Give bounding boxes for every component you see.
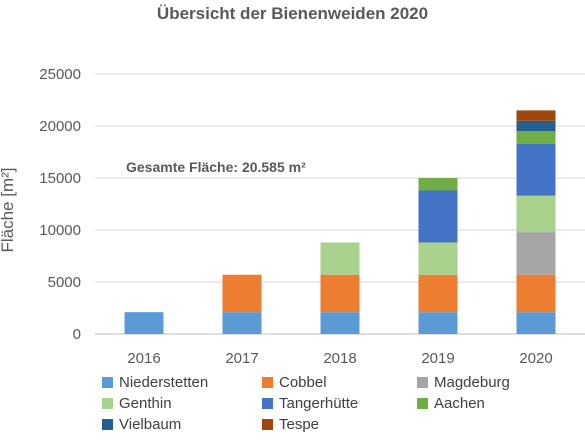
bar-segment-tangerhütte-2019 [418, 190, 458, 243]
legend-label: Magdeburg [434, 374, 510, 391]
legend-swatch [102, 377, 113, 388]
legend-swatch [102, 398, 113, 409]
legend-swatch [417, 377, 428, 388]
chart-title: Übersicht der Bienenweiden 2020 [156, 4, 429, 23]
legend: Niederstetten Cobbel Magdeburg Genthin Tange… [102, 373, 572, 434]
bar-segment-cobbel-2020 [516, 274, 556, 313]
bar-segment-niederstetten-2020 [516, 312, 556, 334]
bar-segment-magdeburg-2020 [516, 232, 556, 275]
legend-swatch [262, 398, 273, 409]
bar-segment-tangerhütte-2020 [516, 143, 556, 196]
legend-item: Magdeburg [417, 373, 572, 392]
bar-segment-genthin-2018 [320, 242, 360, 275]
y-tick-label: 25000 [39, 66, 81, 83]
legend-swatch [262, 377, 273, 388]
bar-segment-cobbel-2018 [320, 274, 360, 313]
y-tick-label: 15000 [39, 170, 81, 187]
legend-item: Niederstetten [102, 373, 262, 392]
legend-label: Vielbaum [119, 416, 182, 433]
bar-segment-niederstetten-2017 [222, 312, 262, 334]
bar-segment-niederstetten-2018 [320, 312, 360, 334]
legend-label: Tespe [279, 416, 320, 433]
legend-item: Tespe [262, 415, 417, 434]
legend-item: Genthin [102, 394, 262, 413]
bar-segment-cobbel-2019 [418, 274, 458, 313]
legend-label: Genthin [119, 395, 172, 412]
y-tick-label: 20000 [39, 118, 81, 135]
x-tick-label: 2019 [421, 350, 454, 367]
y-tick-label: 10000 [39, 222, 81, 239]
x-tick-label: 2018 [323, 350, 356, 367]
legend-swatch [102, 419, 113, 430]
bar-segment-aachen-2019 [418, 178, 458, 191]
legend-item: Aachen [417, 394, 572, 413]
legend-swatch [262, 419, 273, 430]
bar-segment-vielbaum-2020 [516, 120, 556, 132]
legend-label: Tangerhütte [279, 395, 359, 412]
legend-label: Aachen [434, 395, 485, 412]
legend-item: Tangerhütte [262, 394, 417, 413]
total-area-annotation: Gesamte Fläche: 20.585 m² [126, 159, 306, 175]
x-tick-label: 2017 [225, 350, 258, 367]
bar-segment-tespe-2020 [516, 110, 556, 121]
legend-label: Cobbel [279, 374, 327, 391]
legend-label: Niederstetten [119, 374, 209, 391]
bar-segment-niederstetten-2019 [418, 312, 458, 334]
bar-segment-cobbel-2017 [222, 274, 262, 313]
bar-segment-niederstetten-2016 [124, 312, 164, 334]
legend-item: Vielbaum [102, 415, 262, 434]
y-tick-label: 0 [73, 326, 81, 343]
x-tick-label: 2016 [127, 350, 160, 367]
bar-segment-aachen-2020 [516, 131, 556, 144]
bar-segment-genthin-2019 [418, 242, 458, 275]
x-tick-label: 2020 [519, 350, 552, 367]
y-tick-label: 5000 [48, 274, 81, 291]
bar-segment-genthin-2020 [516, 195, 556, 233]
legend-item: Cobbel [262, 373, 417, 392]
legend-swatch [417, 398, 428, 409]
